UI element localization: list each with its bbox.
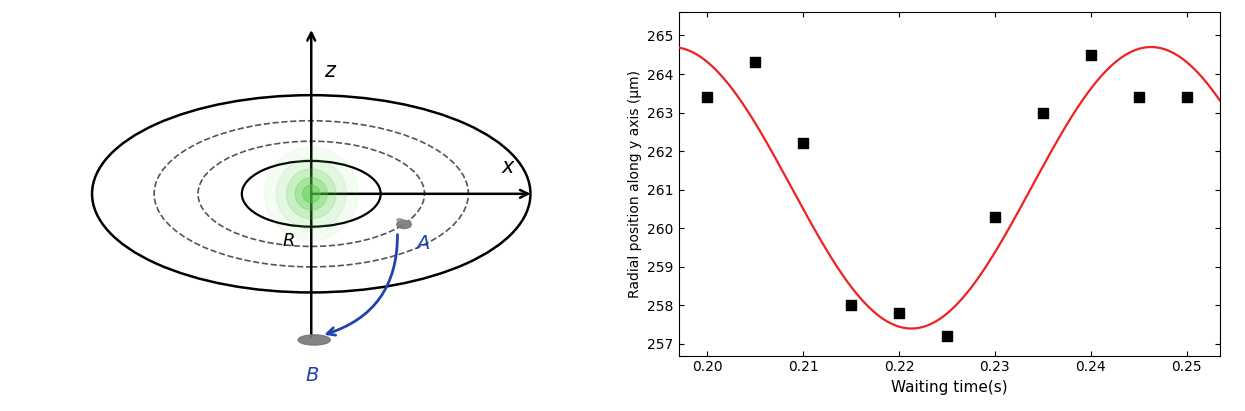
Circle shape	[295, 178, 327, 210]
Point	[1033, 109, 1053, 116]
Y-axis label: Radial position along y axis (μm): Radial position along y axis (μm)	[627, 70, 641, 298]
Ellipse shape	[298, 335, 330, 345]
X-axis label: Waiting time(s): Waiting time(s)	[891, 380, 1007, 395]
Ellipse shape	[403, 221, 411, 224]
Text: x: x	[502, 157, 514, 178]
Text: R: R	[283, 232, 295, 250]
Point	[793, 140, 813, 147]
Text: A: A	[417, 234, 430, 253]
Point	[746, 59, 766, 66]
Point	[842, 302, 862, 309]
Ellipse shape	[397, 220, 411, 229]
Point	[1177, 94, 1196, 100]
Ellipse shape	[397, 219, 406, 223]
Point	[937, 333, 957, 339]
Text: z: z	[325, 61, 335, 81]
Point	[985, 213, 1005, 220]
Circle shape	[303, 185, 320, 203]
Circle shape	[276, 159, 346, 229]
Text: B: B	[305, 366, 319, 385]
Point	[889, 310, 909, 316]
Point	[1129, 94, 1149, 100]
Point	[697, 94, 717, 100]
Circle shape	[264, 147, 359, 240]
Circle shape	[286, 169, 336, 219]
Point	[1081, 51, 1101, 58]
